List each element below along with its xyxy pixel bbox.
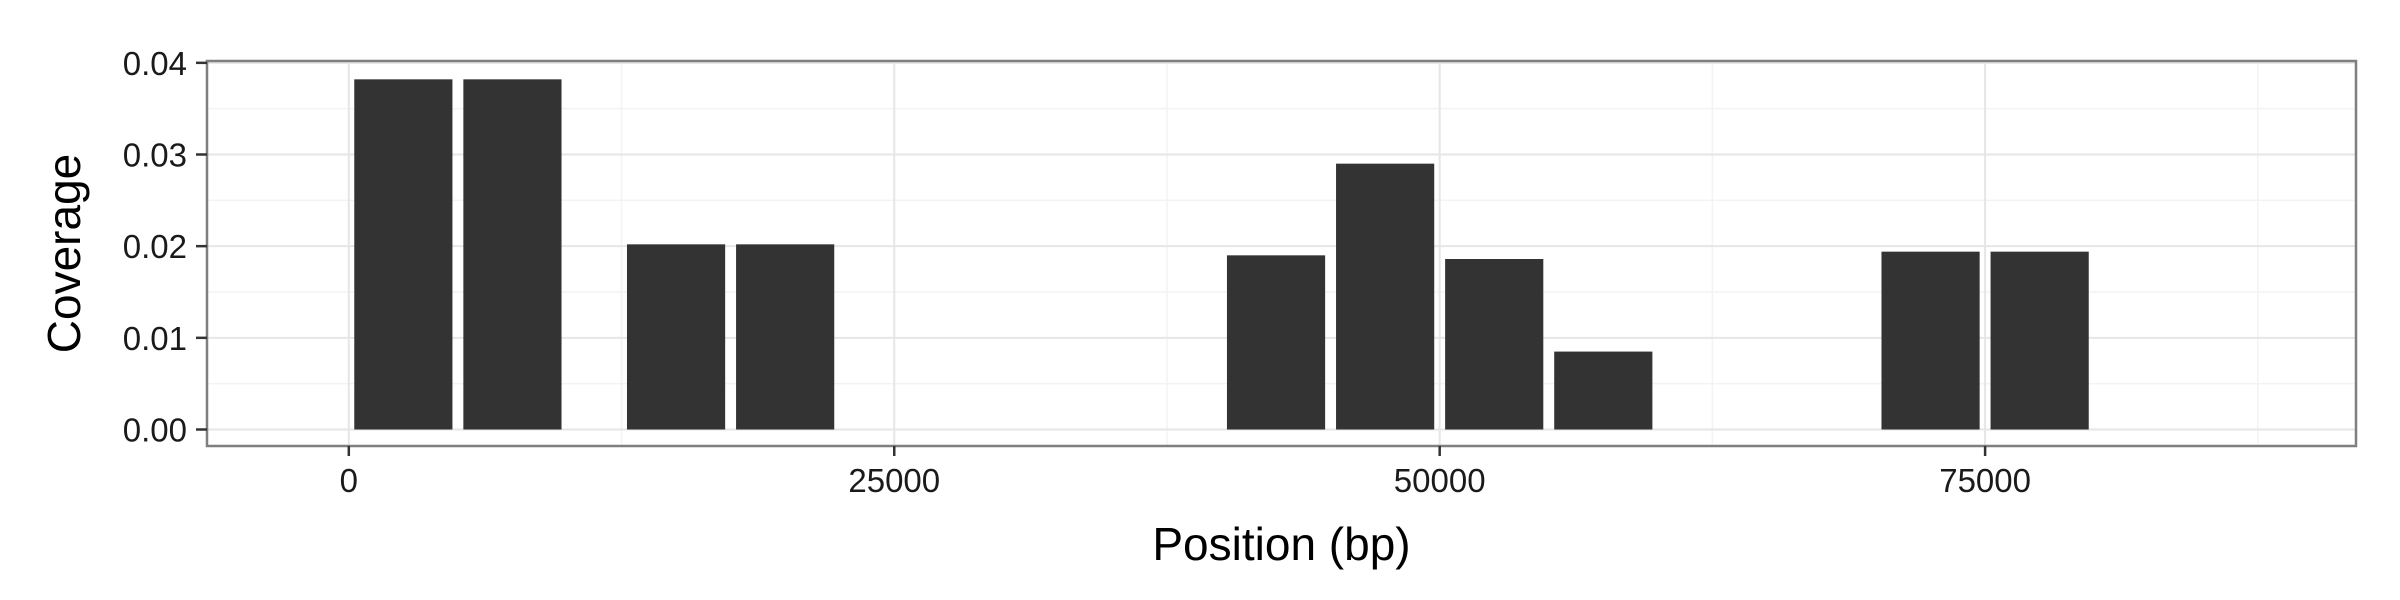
x-axis: 0 25000 50000 75000 (340, 446, 2031, 499)
y-tick-label: 0.03 (123, 137, 187, 174)
x-tick-label: 50000 (1394, 462, 1486, 499)
bar-3 (626, 244, 726, 430)
y-tick-label: 0.02 (123, 228, 187, 265)
y-axis-title: Coverage (38, 154, 90, 353)
bar-2 (463, 79, 562, 430)
x-axis-title: Position (bp) (1152, 518, 1410, 570)
bar-4 (736, 244, 835, 430)
bar-9 (1881, 251, 1980, 430)
x-tick-label: 75000 (1939, 462, 2031, 499)
y-tick-label: 0.04 (123, 45, 187, 82)
bar-8 (1554, 351, 1653, 430)
bar-7 (1445, 259, 1544, 430)
bar-1 (354, 79, 453, 430)
x-tick-label: 0 (340, 462, 358, 499)
x-tick-label: 25000 (848, 462, 940, 499)
y-axis: 0.00 0.01 0.02 0.03 0.04 (123, 45, 207, 449)
plot-panel-border (205, 59, 2358, 448)
y-tick-label: 0.01 (123, 320, 187, 357)
bars (354, 79, 2089, 430)
bar-10 (1990, 251, 2089, 430)
bar-5 (1226, 255, 1326, 430)
bar-6 (1336, 163, 1435, 430)
y-tick-label: 0.00 (123, 412, 187, 449)
